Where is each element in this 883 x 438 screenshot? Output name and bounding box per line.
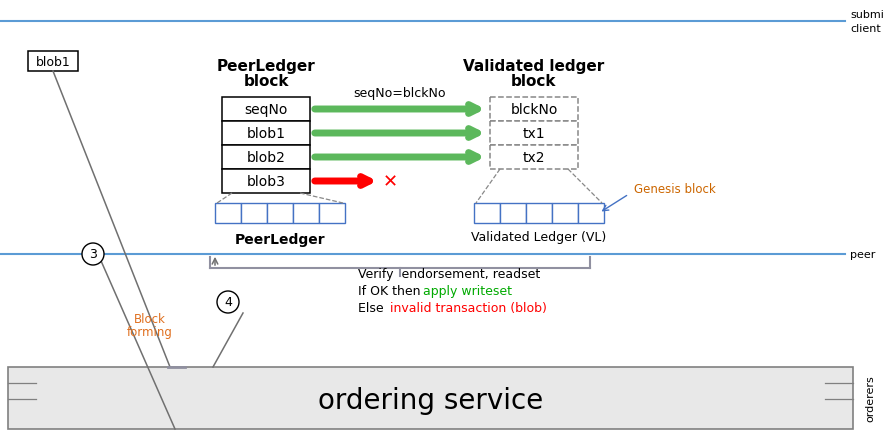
Text: ✕: ✕ (382, 173, 397, 191)
Bar (293, 204, 319, 223)
Text: blob1: blob1 (35, 55, 71, 68)
Text: forming: forming (127, 326, 173, 339)
Text: seqNo: seqNo (245, 103, 288, 117)
Text: blob2: blob2 (246, 151, 285, 165)
Text: peer: peer (850, 249, 875, 259)
Text: block: block (511, 74, 557, 89)
Text: PeerLedger: PeerLedger (235, 233, 325, 247)
Bar (241, 204, 267, 223)
Text: Verify  endorsement, readset: Verify endorsement, readset (358, 267, 540, 280)
Bar (474, 204, 500, 223)
Bar (28, 52, 78, 72)
Bar (222, 146, 310, 170)
Text: invalid transaction (blob): invalid transaction (blob) (390, 301, 547, 314)
Bar (552, 204, 578, 223)
FancyBboxPatch shape (8, 367, 853, 429)
Text: orderers: orderers (865, 375, 875, 421)
Bar (490, 146, 578, 170)
Text: ordering service: ordering service (318, 386, 543, 414)
Text: client: client (850, 24, 880, 34)
Text: apply writeset: apply writeset (423, 284, 512, 297)
Bar (526, 204, 552, 223)
Text: blob1: blob1 (246, 127, 285, 141)
Text: submitting: submitting (850, 10, 883, 20)
Text: Validated Ledger (VL): Validated Ledger (VL) (472, 231, 607, 244)
Bar (500, 204, 526, 223)
Text: Else: Else (358, 301, 392, 314)
Text: blckNo: blckNo (510, 103, 558, 117)
Bar (222, 98, 310, 122)
Bar (490, 98, 578, 122)
Text: 3: 3 (89, 248, 97, 261)
Bar (490, 122, 578, 146)
Bar (222, 122, 310, 146)
Bar (267, 204, 293, 223)
Text: seqNo=blckNo: seqNo=blckNo (354, 86, 446, 99)
Text: Block: Block (134, 313, 166, 326)
Text: If OK then: If OK then (358, 284, 425, 297)
Text: PeerLedger: PeerLedger (216, 58, 315, 73)
Text: blob3: blob3 (246, 175, 285, 189)
Circle shape (217, 291, 239, 313)
Text: 4: 4 (224, 296, 232, 309)
Bar (222, 170, 310, 194)
Text: Validated ledger: Validated ledger (464, 58, 605, 73)
Bar (215, 204, 241, 223)
Bar (319, 204, 345, 223)
Circle shape (82, 244, 104, 265)
Bar (578, 204, 604, 223)
Text: tx2: tx2 (523, 151, 545, 165)
Text: Genesis block: Genesis block (634, 183, 716, 196)
Text: tx1: tx1 (523, 127, 546, 141)
Text: block: block (243, 74, 289, 89)
